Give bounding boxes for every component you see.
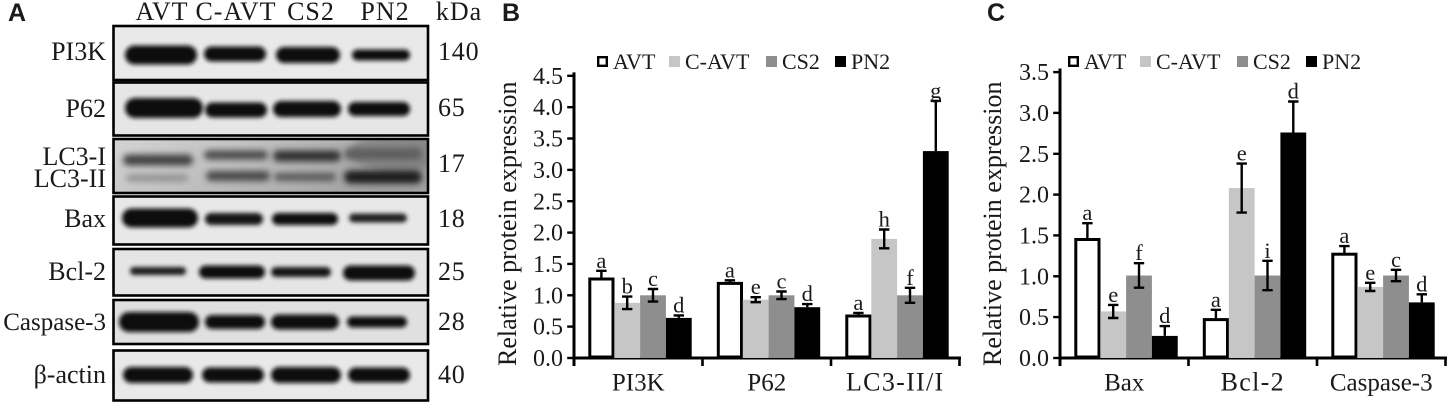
svg-text:3.5: 3.5 bbox=[1019, 60, 1049, 86]
svg-text:d: d bbox=[802, 281, 813, 306]
svg-text:Bcl-2: Bcl-2 bbox=[1221, 368, 1285, 397]
svg-text:3.0: 3.0 bbox=[533, 158, 563, 184]
svg-text:a: a bbox=[1339, 223, 1349, 248]
svg-text:h: h bbox=[879, 206, 890, 231]
svg-text:CS2: CS2 bbox=[287, 0, 335, 26]
svg-text:0.5: 0.5 bbox=[533, 315, 563, 341]
svg-text:CS2: CS2 bbox=[782, 49, 820, 74]
svg-text:Relative protein expression: Relative protein expression bbox=[978, 82, 1007, 366]
svg-text:2.5: 2.5 bbox=[533, 189, 563, 215]
svg-text:4.0: 4.0 bbox=[533, 95, 563, 121]
svg-text:PI3K: PI3K bbox=[51, 37, 106, 66]
svg-text:25: 25 bbox=[438, 257, 466, 286]
svg-text:f: f bbox=[1135, 240, 1143, 265]
svg-text:b: b bbox=[622, 274, 633, 299]
svg-text:18: 18 bbox=[438, 204, 466, 233]
svg-text:PI3K: PI3K bbox=[612, 370, 665, 397]
svg-text:AVT: AVT bbox=[613, 49, 656, 74]
svg-text:d: d bbox=[1416, 271, 1427, 296]
svg-text:0.0: 0.0 bbox=[1019, 346, 1049, 372]
svg-text:i: i bbox=[1264, 238, 1270, 263]
svg-text:AVT: AVT bbox=[135, 0, 188, 26]
svg-text:c: c bbox=[1391, 247, 1401, 272]
svg-text:Relative protein expression: Relative protein expression bbox=[493, 82, 522, 366]
svg-text:65: 65 bbox=[438, 93, 466, 122]
svg-text:c: c bbox=[777, 269, 787, 294]
svg-text:Caspase-3: Caspase-3 bbox=[3, 309, 106, 336]
svg-text:PN2: PN2 bbox=[1322, 49, 1361, 74]
svg-text:P62: P62 bbox=[66, 94, 106, 123]
svg-text:LC3-I: LC3-I bbox=[42, 142, 106, 171]
svg-text:Caspase-3: Caspase-3 bbox=[1330, 370, 1433, 397]
svg-text:a: a bbox=[1082, 200, 1092, 225]
svg-text:2.5: 2.5 bbox=[1019, 142, 1049, 168]
svg-text:2.0: 2.0 bbox=[533, 221, 563, 247]
svg-text:d: d bbox=[673, 292, 684, 317]
svg-text:a: a bbox=[1211, 287, 1221, 312]
svg-text:C-AVT: C-AVT bbox=[685, 49, 750, 74]
svg-text:kDa: kDa bbox=[436, 0, 482, 26]
svg-text:0.5: 0.5 bbox=[1019, 305, 1049, 331]
svg-text:a: a bbox=[596, 248, 606, 273]
svg-text:LC3-II/I: LC3-II/I bbox=[846, 368, 944, 397]
svg-text:Bax: Bax bbox=[1104, 370, 1145, 397]
svg-text:C-AVT: C-AVT bbox=[1156, 49, 1221, 74]
svg-text:1.5: 1.5 bbox=[1019, 223, 1049, 249]
svg-text:e: e bbox=[1365, 260, 1375, 285]
svg-text:3.0: 3.0 bbox=[1019, 101, 1049, 127]
svg-text:g: g bbox=[930, 78, 941, 103]
svg-text:Bcl-2: Bcl-2 bbox=[48, 257, 106, 286]
svg-text:1.5: 1.5 bbox=[533, 252, 563, 278]
svg-text:1.0: 1.0 bbox=[533, 283, 563, 309]
svg-text:140: 140 bbox=[438, 37, 479, 66]
svg-text:C: C bbox=[987, 0, 1005, 27]
svg-text:LC3-II: LC3-II bbox=[34, 164, 106, 193]
svg-text:P62: P62 bbox=[747, 370, 786, 397]
svg-text:e: e bbox=[1108, 282, 1118, 307]
svg-text:1.0: 1.0 bbox=[1019, 264, 1049, 290]
svg-text:3.5: 3.5 bbox=[533, 127, 563, 153]
svg-text:0.0: 0.0 bbox=[533, 346, 563, 372]
svg-text:PN2: PN2 bbox=[360, 0, 409, 26]
svg-text:e: e bbox=[1237, 141, 1247, 166]
svg-text:f: f bbox=[906, 265, 914, 290]
svg-text:AVT: AVT bbox=[1084, 49, 1127, 74]
svg-text:Bax: Bax bbox=[64, 204, 106, 233]
svg-text:2.0: 2.0 bbox=[1019, 183, 1049, 209]
svg-text:e: e bbox=[751, 274, 761, 299]
svg-text:a: a bbox=[853, 290, 863, 315]
svg-text:17: 17 bbox=[438, 149, 466, 178]
svg-text:A: A bbox=[8, 0, 26, 27]
svg-text:c: c bbox=[648, 266, 658, 291]
svg-text:β-actin: β-actin bbox=[34, 360, 106, 389]
svg-text:d: d bbox=[1288, 78, 1299, 103]
svg-text:a: a bbox=[725, 257, 735, 282]
svg-text:B: B bbox=[502, 0, 520, 27]
svg-text:4.5: 4.5 bbox=[533, 64, 563, 90]
svg-text:28: 28 bbox=[438, 307, 466, 336]
svg-text:40: 40 bbox=[438, 360, 466, 389]
svg-text:CS2: CS2 bbox=[1253, 49, 1291, 74]
svg-text:C-AVT: C-AVT bbox=[195, 0, 276, 26]
svg-text:d: d bbox=[1159, 303, 1170, 328]
svg-text:PN2: PN2 bbox=[851, 49, 890, 74]
